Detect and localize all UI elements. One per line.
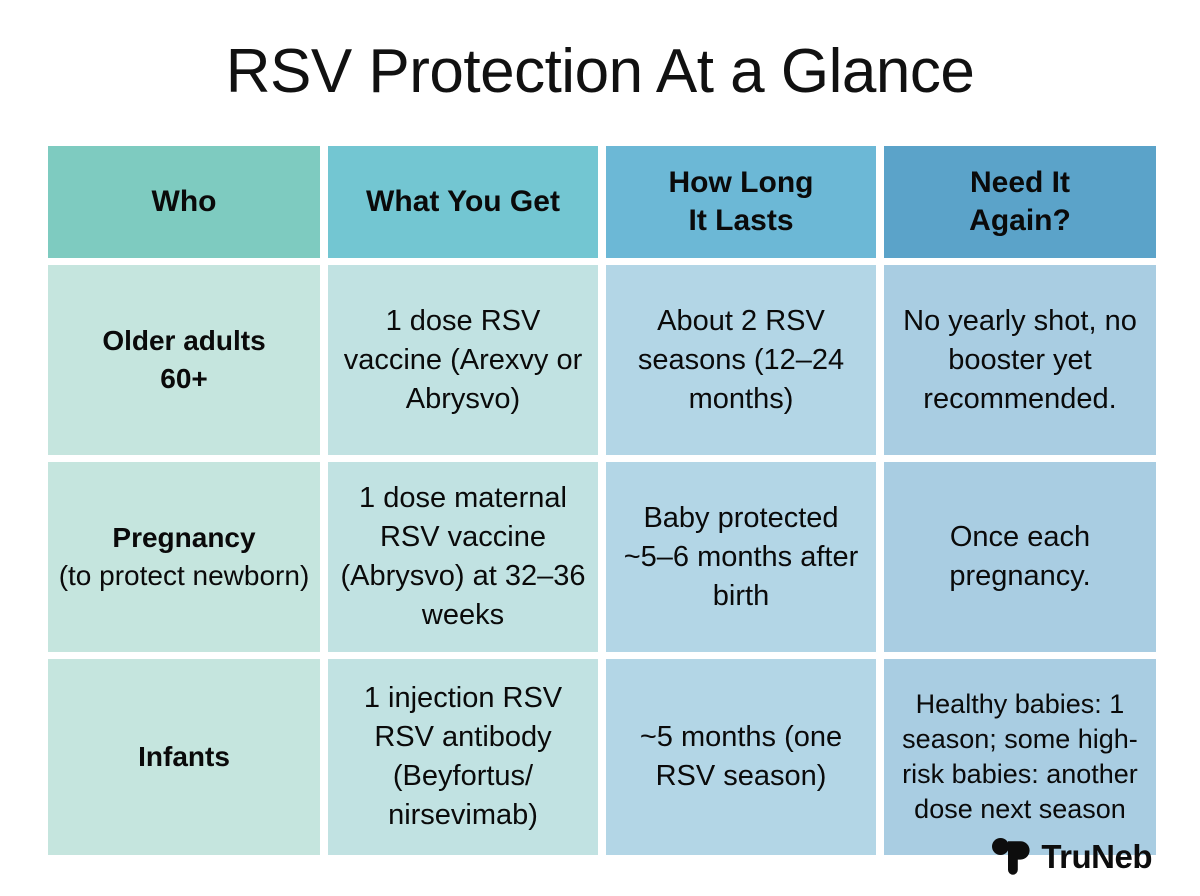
table-header-what-you-get-label: What You Get [366, 185, 560, 218]
rsv-protection-table: Who What You Get How Long It Lasts Need … [48, 146, 1156, 855]
table-header-how-long-it-lasts: How Long It Lasts [606, 146, 876, 258]
row2-what-you-get: 1 dose maternal RSV vaccine (Abrysvo) at… [340, 482, 586, 631]
table-row: Older adults 60+ [48, 265, 320, 455]
page-title: RSV Protection At a Glance [225, 37, 975, 106]
row2-need-again: Once each pregnancy. [949, 521, 1091, 592]
table-header-need-again-line1: Need It [969, 166, 1071, 199]
row2-how-long: Baby protected ~5–6 months after birth [623, 501, 859, 612]
row1-how-long: About 2 RSV seasons (12–24 months) [637, 304, 845, 415]
table-header-how-long-line1: How Long [668, 166, 814, 199]
truneb-t-mark-icon [992, 838, 1030, 875]
row1-what-you-get: 1 dose RSV vaccine (Arexvy or Abrysvo) [343, 304, 583, 415]
table-row: ~5 months (one RSV season) [606, 659, 876, 855]
table-row: About 2 RSV seasons (12–24 months) [606, 265, 876, 455]
table-header-who-label: Who [151, 185, 217, 218]
table-row: Baby protected ~5–6 months after birth [606, 462, 876, 652]
table-row: Once each pregnancy. [884, 462, 1156, 652]
row3-what-you-get: 1 injection RSV RSV antibody (Beyfortus/… [363, 682, 563, 831]
row3-how-long: ~5 months (one RSV season) [639, 721, 843, 792]
table-row: 1 injection RSV RSV antibody (Beyfortus/… [328, 659, 598, 855]
table-header-how-long-line2: It Lasts [688, 204, 794, 237]
table-header-need-it-again: Need It Again? [884, 146, 1156, 258]
row3-who-line1: Infants [138, 741, 230, 772]
table-row: Healthy babies: 1 season; some high-risk… [884, 659, 1156, 855]
row1-who-line1: Older adults [102, 325, 266, 356]
table-row: 1 dose maternal RSV vaccine (Abrysvo) at… [328, 462, 598, 652]
row2-who-line1: Pregnancy [112, 522, 256, 553]
table-header-who: Who [48, 146, 320, 258]
table-header-need-again-line2: Again? [969, 204, 1071, 237]
table-row: 1 dose RSV vaccine (Arexvy or Abrysvo) [328, 265, 598, 455]
row3-need-again: Healthy babies: 1 season; some high-risk… [902, 689, 1138, 824]
row2-who-line2: (to protect newborn) [58, 560, 310, 591]
row1-who-line2: 60+ [160, 363, 208, 394]
truneb-logo: TruNeb [992, 836, 1152, 878]
truneb-wordmark: TruNeb [1041, 838, 1152, 875]
row1-need-again: No yearly shot, no booster yet recommend… [903, 304, 1137, 415]
table-row: Infants [48, 659, 320, 855]
table-header-what-you-get: What You Get [328, 146, 598, 258]
table-row: Pregnancy (to protect newborn) [48, 462, 320, 652]
table-row: No yearly shot, no booster yet recommend… [884, 265, 1156, 455]
